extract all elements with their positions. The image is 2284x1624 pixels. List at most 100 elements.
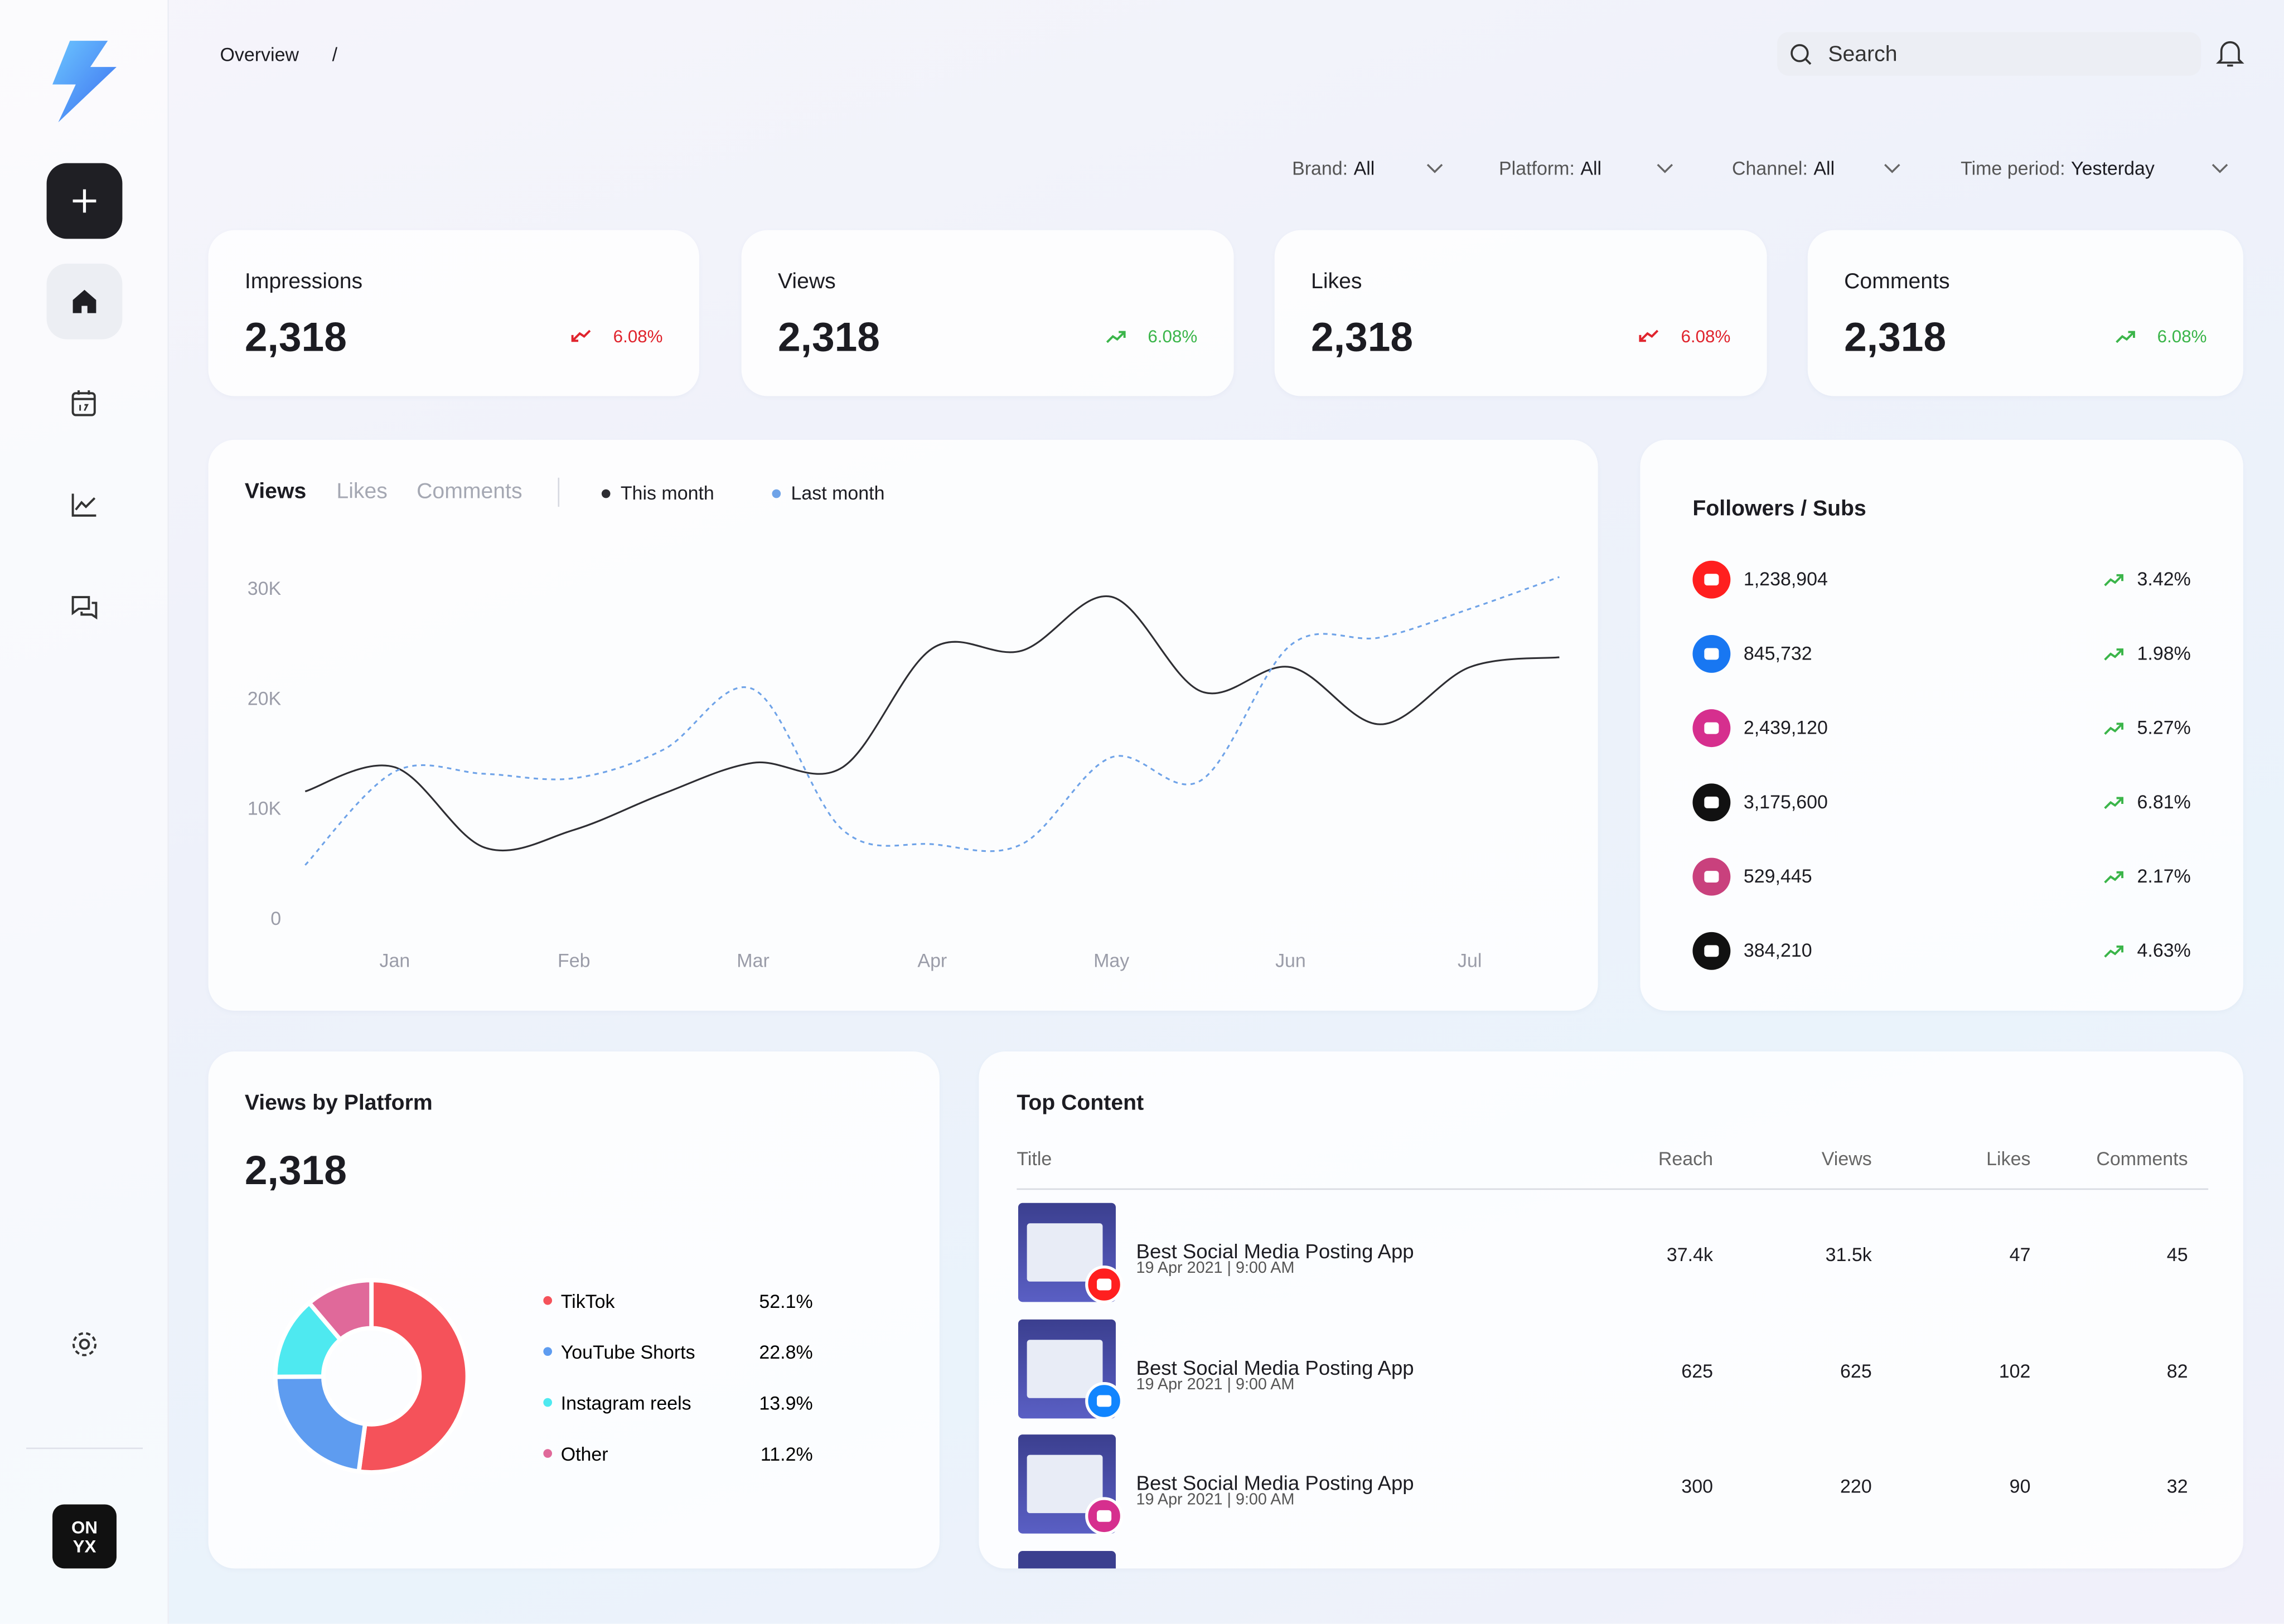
total-value: 2,318 xyxy=(244,1147,347,1193)
donut-segment xyxy=(273,1374,368,1474)
kpi-title: Impressions xyxy=(244,269,363,294)
content-date: 19 Apr 2021 | 9:00 AM xyxy=(1136,1259,1295,1277)
plus-icon xyxy=(72,189,96,213)
trend-head xyxy=(1119,331,1126,338)
platform-icon-glyph xyxy=(1704,796,1719,808)
platform-badge xyxy=(1085,1381,1124,1419)
filter-dropdown[interactable]: Channel: All xyxy=(1732,154,1910,183)
legend-label: TikTok xyxy=(561,1291,616,1312)
follower-count: 2,439,120 xyxy=(1743,716,1828,739)
filter-dropdown[interactable]: Platform: All xyxy=(1499,154,1682,183)
filter-label: Brand: xyxy=(1292,157,1348,180)
x-tick-label: Jul xyxy=(1458,951,1482,972)
search-box[interactable]: Search xyxy=(1777,32,2201,76)
filter-label: Channel: xyxy=(1731,157,1808,180)
follower-count: 1,238,904 xyxy=(1743,568,1828,590)
column-header: Views xyxy=(1821,1147,1872,1170)
card-title: Top Content xyxy=(1017,1090,1144,1116)
create-button[interactable] xyxy=(46,163,123,239)
content-metric: 47 xyxy=(2009,1243,2031,1266)
trend-line xyxy=(2104,648,2123,661)
content-title: Best Social Media Posting App xyxy=(1136,1355,1414,1379)
pie-chart-card: Views by Platform 2,318 TikTok 52.1% YouTube… xyxy=(208,1051,940,1569)
kpi-card: Comments 2,318 6.08% xyxy=(1807,230,2243,396)
breadcrumb[interactable]: Overview xyxy=(220,43,299,66)
platform-badge-glyph xyxy=(1097,1394,1112,1407)
platform-icon xyxy=(1692,634,1731,673)
content-metric: 45 xyxy=(2166,1243,2188,1266)
filter-dropdown[interactable]: Brand: All xyxy=(1292,154,1452,183)
chart-tab[interactable]: Likes xyxy=(336,479,388,504)
chevron xyxy=(1884,163,1900,173)
x-tick-label: Jun xyxy=(1275,951,1306,972)
platform-icon xyxy=(1692,857,1731,896)
messages-nav[interactable] xyxy=(70,593,99,622)
card-title: Followers / Subs xyxy=(1692,496,1866,522)
platform-badge xyxy=(1085,1497,1124,1535)
platform-icon-glyph xyxy=(1704,722,1719,734)
tab-separator xyxy=(558,477,560,507)
y-tick-label: 30K xyxy=(248,578,282,599)
column-header: Comments xyxy=(2096,1147,2188,1170)
follower-change: 4.63% xyxy=(2137,939,2191,962)
donut-chart: TikTok 52.1% YouTube Shorts 22.8% Instagram … xyxy=(273,1278,813,1475)
content-title: Best Social Media Posting App xyxy=(1136,1239,1414,1263)
trend-head xyxy=(2128,331,2135,338)
content-metric: 90 xyxy=(2009,1475,2031,1497)
trend-head xyxy=(2116,797,2124,804)
content-date: 19 Apr 2021 | 9:00 AM xyxy=(1136,1375,1295,1393)
calendar-nav[interactable] xyxy=(70,389,99,418)
chart-tab[interactable]: Comments xyxy=(417,479,522,504)
follower-count: 845,732 xyxy=(1743,642,1812,665)
trend-line xyxy=(2116,331,2135,343)
legend-dot xyxy=(543,1296,553,1305)
filter-value: All xyxy=(1813,157,1835,180)
filter-dropdown[interactable]: Time period: Yesterday xyxy=(1961,154,2237,183)
settings-nav[interactable] xyxy=(70,1330,99,1359)
chevron-path xyxy=(1426,163,1443,173)
home-nav[interactable] xyxy=(46,263,123,340)
filter-value: All xyxy=(1580,157,1602,180)
trend-line xyxy=(1106,331,1126,343)
chevron-path xyxy=(2212,163,2228,173)
kpi-change: 6.08% xyxy=(613,326,663,347)
brand-logo[interactable]: ON YX xyxy=(52,1504,117,1569)
top-content-card: Top Content Title Reach Views Likes Comments B… xyxy=(979,1051,2243,1569)
search-icon xyxy=(1791,44,1812,65)
platform-badge-glyph xyxy=(1097,1278,1112,1291)
trend-line xyxy=(2104,946,2123,958)
search-placeholder: Search xyxy=(1828,42,1898,67)
legend-dot xyxy=(772,489,781,498)
platform-icon-glyph xyxy=(1704,648,1719,660)
follower-trend-icon xyxy=(2104,723,2124,735)
kpi-value: 2,318 xyxy=(244,314,347,360)
trend-head xyxy=(2116,871,2124,879)
follower-change: 6.81% xyxy=(2137,791,2191,813)
kpi-title: Views xyxy=(777,269,836,294)
kpi-change: 6.08% xyxy=(1148,326,1198,347)
y-tick-label: 20K xyxy=(248,688,282,709)
kpi-change: 6.08% xyxy=(1681,326,1731,347)
chart-tab[interactable]: Views xyxy=(244,479,307,504)
home-icon xyxy=(72,289,96,313)
trend-line xyxy=(2104,871,2123,884)
kpi-trend-icon xyxy=(2116,331,2135,343)
trend-head xyxy=(1639,335,1646,342)
column-header: Reach xyxy=(1658,1147,1714,1170)
trend-head xyxy=(571,335,579,342)
notifications-button[interactable] xyxy=(2216,40,2244,69)
analytics-nav[interactable] xyxy=(70,491,99,520)
follower-change: 2.17% xyxy=(2137,865,2191,887)
legend-value: 11.2% xyxy=(761,1444,813,1465)
line-chart: 0 10K 20K 30K Jan Feb Mar Apr May Jun Jul xyxy=(248,576,1560,972)
platform-badge-glyph xyxy=(1097,1510,1112,1522)
trend-line xyxy=(2104,574,2123,586)
legend-label: Last month xyxy=(791,482,885,504)
chevron-path xyxy=(1657,163,1673,173)
legend-dot xyxy=(601,489,611,498)
app-logo xyxy=(52,41,117,123)
divider xyxy=(26,1447,143,1450)
legend-value: 13.9% xyxy=(759,1393,812,1414)
